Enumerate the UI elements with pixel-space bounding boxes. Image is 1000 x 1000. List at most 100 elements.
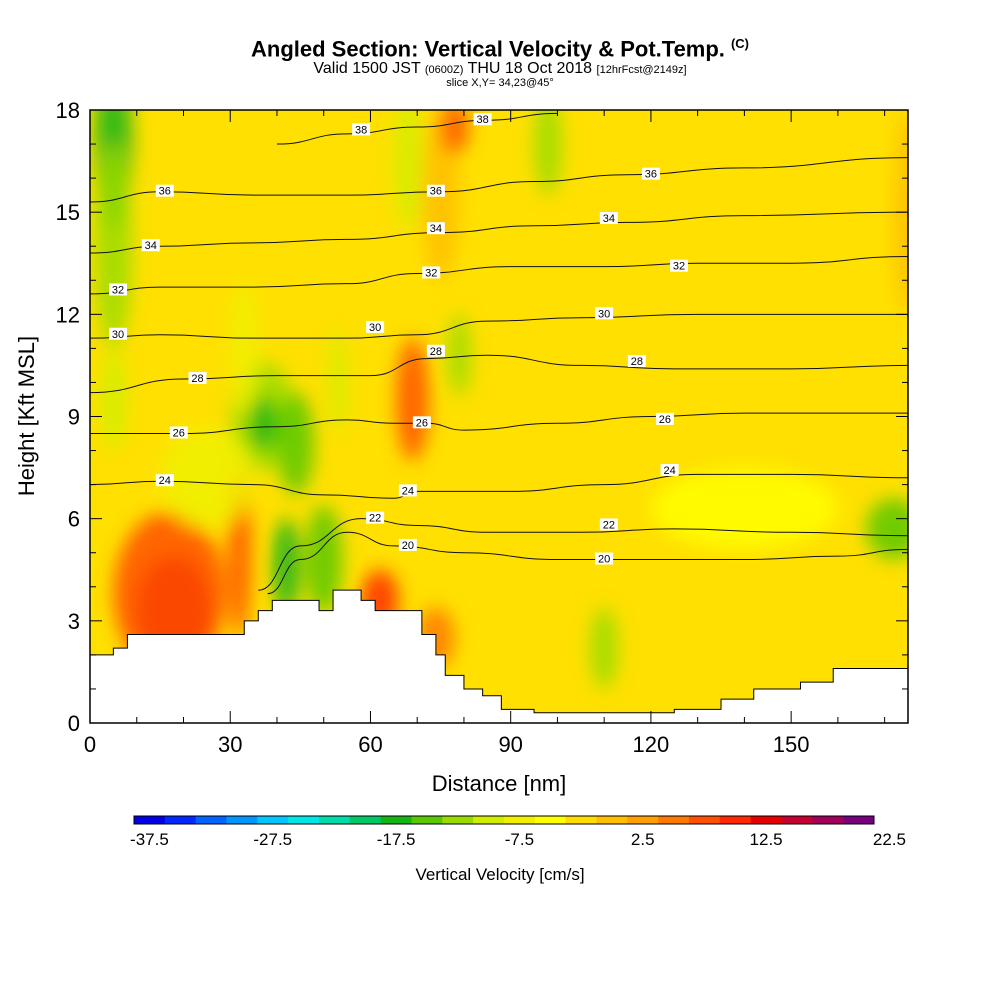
colorbar-tick-label: -37.5: [130, 830, 169, 849]
contour-label-box-34-0: [141, 239, 160, 252]
contour-label-28-1: 28: [430, 346, 442, 358]
contour-label-24-2: 24: [663, 465, 675, 477]
velocity-blob-14: [276, 392, 315, 495]
terrain: [90, 589, 908, 723]
contour-label-28-0: 28: [191, 373, 203, 385]
colorbar-frame: [133, 815, 875, 825]
velocity-blob-7: [440, 110, 469, 155]
contour-26: [90, 412, 908, 435]
x-tick-label: 150: [773, 732, 810, 757]
velocity-blob-10: [94, 144, 133, 349]
contour-label-38-0: 38: [355, 124, 367, 136]
contour-28: [90, 354, 908, 394]
plot-background: [90, 110, 908, 723]
colorbar-label: Vertical Velocity [cm/s]: [415, 865, 584, 884]
contour-label-box-36-1: [426, 184, 445, 197]
contour-20: [267, 531, 908, 595]
colorbar-swatch: [534, 816, 567, 824]
colorbar-swatch: [164, 816, 197, 824]
contour-label-24-1: 24: [402, 485, 414, 497]
colorbar-swatch: [226, 816, 258, 824]
contour-label-30-1: 30: [369, 322, 381, 334]
velocity-blob-22: [590, 607, 619, 689]
colorbar-tick-label: 22.5: [873, 830, 906, 849]
x-tick-label: 90: [498, 732, 522, 757]
x-axis-label: Distance [nm]: [432, 771, 567, 796]
colorbar: -37.5 -27.5 -17.5 -7.5 2.5 12.5 22.5: [130, 815, 906, 849]
contour-label-box-38-0: [352, 123, 371, 136]
contour-label-32-2: 32: [673, 261, 685, 273]
contour-label-34-0: 34: [145, 240, 157, 252]
colorbar-swatch: [134, 816, 166, 824]
y-tick-label: 12: [56, 302, 80, 327]
contour-label-box-24-0: [155, 474, 174, 487]
contour-label-box-20-0: [398, 538, 417, 551]
x-axis: 0 30 60 90 120 150: [84, 110, 886, 757]
colorbar-swatch: [195, 816, 227, 824]
colorbar-swatch: [288, 816, 320, 824]
contour-label-box-24-2: [660, 463, 679, 476]
colorbar-tick-label: -17.5: [377, 830, 416, 849]
colorbar-swatch: [689, 816, 721, 824]
temperature-contours: [90, 112, 908, 595]
velocity-blob-4: [396, 338, 429, 461]
contour-label-26-2: 26: [659, 414, 671, 426]
velocity-blob-13: [248, 396, 277, 451]
colorbar-swatch: [349, 816, 382, 824]
colorbar-tick-label: -27.5: [253, 830, 292, 849]
contour-label-box-22-0: [366, 511, 385, 524]
contour-32: [90, 255, 908, 295]
velocity-blob-11: [99, 348, 128, 451]
velocity-blob-18: [328, 331, 348, 434]
colorbar-swatch: [257, 816, 289, 824]
slice-info: slice X,Y= 34,23@45°: [446, 77, 554, 89]
colorbar-swatch: [843, 816, 875, 824]
y-tick-label: 15: [56, 200, 80, 225]
velocity-blob-21: [393, 110, 422, 230]
x-tick-label: 120: [633, 732, 670, 757]
contour-label-32-0: 32: [112, 284, 124, 296]
contour-label-box-20-1: [595, 552, 614, 565]
contour-label-box-38-1: [473, 113, 492, 126]
contour-label-box-30-2: [595, 307, 614, 320]
colorbar-swatch: [750, 816, 782, 824]
valid-prefix: Valid 1500 JST: [313, 60, 421, 77]
contour-label-box-32-2: [669, 259, 688, 272]
x-tick-label: 0: [84, 732, 96, 757]
y-tick-label: 18: [56, 98, 80, 123]
colorbar-tick-label: 12.5: [750, 830, 783, 849]
chart-title-text: Angled Section: Vertical Velocity & Pot.…: [251, 36, 725, 62]
contour-label-26-0: 26: [173, 428, 185, 440]
plot-area: 20 20 22 22 24 24 24 26 26 26 28 28 28 30 30 30 32 32 32 34…: [90, 110, 908, 723]
contour-label-box-28-1: [426, 344, 445, 357]
x-tick-label: 60: [358, 732, 382, 757]
contour-label-box-28-2: [627, 355, 646, 368]
contour-label-box-26-0: [169, 426, 188, 439]
contour-label-20-1: 20: [598, 554, 610, 566]
contour-labels: 20 20 22 22 24 24 24 26 26 26 28 28 28 30 30 30 32 32 32 34…: [109, 113, 688, 566]
colorbar-tick-label: 2.5: [631, 830, 655, 849]
velocity-blob-23: [865, 498, 908, 560]
colorbar-swatch: [442, 816, 474, 824]
velocity-blob-15: [272, 518, 301, 615]
y-tick-label: 3: [68, 609, 80, 634]
contour-22: [258, 518, 908, 591]
colorbar-swatch: [473, 816, 505, 824]
contour-label-box-26-1: [412, 416, 431, 429]
colorbar-swatch: [319, 816, 351, 824]
y-tick-label: 6: [68, 507, 80, 532]
contour-label-26-1: 26: [416, 417, 428, 429]
contour-label-24-0: 24: [159, 475, 171, 487]
contour-label-box-36-0: [155, 184, 174, 197]
velocity-blob-16: [305, 505, 343, 615]
colorbar-swatch: [380, 816, 412, 824]
contour-30: [90, 313, 908, 339]
y-axis-label: Height [Kft MSL]: [14, 336, 39, 496]
colorbar-swatch: [812, 816, 844, 824]
forecast-info: [12hrFcst@2149z]: [596, 64, 687, 76]
contour-label-box-26-2: [655, 412, 674, 425]
chart-subtitle: Valid 1500 JST (0600Z) THU 18 Oct 2018 […: [0, 60, 1000, 78]
velocity-blob-25: [650, 467, 838, 550]
